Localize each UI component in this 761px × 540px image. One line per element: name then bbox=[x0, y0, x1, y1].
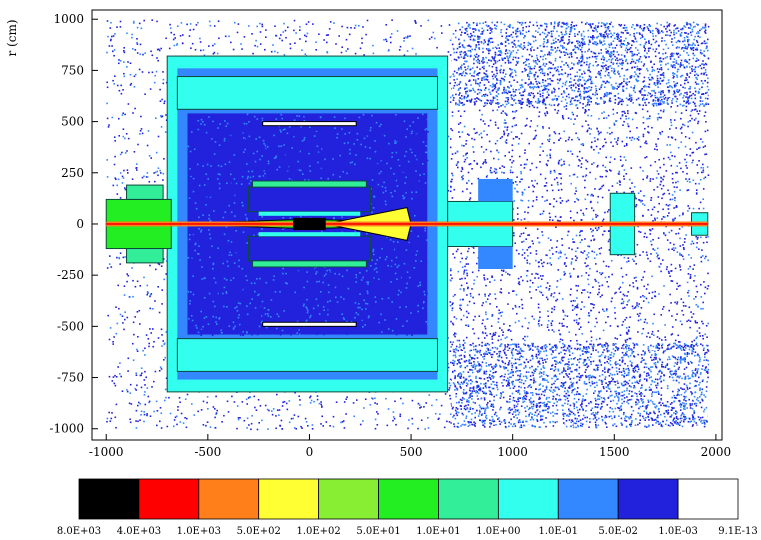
y-tick-label: 750 bbox=[61, 63, 84, 77]
forward-shield-upper bbox=[447, 200, 514, 225]
y-tick-label: 250 bbox=[61, 166, 84, 180]
colorbar-swatch bbox=[557, 478, 619, 520]
y-tick-label: -500 bbox=[57, 319, 84, 333]
x-axis-ticks: -1000 -500 0 500 1000 1500 2000 bbox=[89, 434, 731, 459]
y-axis-label: r (cm) bbox=[5, 19, 19, 56]
colorbar-swatch bbox=[378, 478, 439, 520]
solenoid-barrel-lower bbox=[247, 235, 371, 262]
colorbar-label: 5.0E-02 bbox=[598, 526, 638, 537]
plot-area bbox=[105, 19, 710, 431]
forward-band-speckle-upper bbox=[451, 21, 710, 107]
y-tick-label: 500 bbox=[61, 115, 84, 129]
colorbar-label: 8.0E+03 bbox=[57, 526, 101, 537]
endcap-block-outer-upper bbox=[126, 184, 164, 200]
solenoid-barrel-upper bbox=[247, 186, 371, 213]
y-tick-label: -250 bbox=[57, 268, 84, 282]
forward-disk-lower bbox=[609, 223, 636, 256]
colorbar-swatch bbox=[138, 478, 200, 520]
forward-band-lower bbox=[451, 350, 708, 425]
colorbar bbox=[78, 478, 739, 520]
x-tick-label: -1000 bbox=[89, 445, 124, 459]
colorbar-label: 5.0E+01 bbox=[356, 526, 400, 537]
x-tick-label: 1500 bbox=[599, 445, 630, 459]
yoke-return-band-upper bbox=[176, 76, 438, 110]
plot-frame bbox=[91, 9, 723, 441]
yoke-return-band-lower bbox=[176, 338, 438, 372]
colorbar-label: 1.0E+01 bbox=[416, 526, 460, 537]
beam-core bbox=[106, 223, 708, 225]
y-tick-label: 0 bbox=[76, 217, 84, 231]
y-tick-label: 1000 bbox=[53, 12, 84, 26]
upper-muon-strip-upper bbox=[262, 121, 357, 127]
colorbar-swatch bbox=[617, 478, 679, 520]
x-tick-label: 0 bbox=[306, 445, 314, 459]
y-tick-label: -1000 bbox=[49, 422, 84, 436]
colorbar-swatch bbox=[78, 478, 140, 520]
colorbar-swatch bbox=[318, 478, 379, 520]
x-tick-label: 1000 bbox=[497, 445, 528, 459]
colorbar-label: 4.0E+03 bbox=[117, 526, 161, 537]
colorbar-label: 5.0E+02 bbox=[237, 526, 281, 537]
forward-shield-2-lower bbox=[478, 246, 513, 270]
x-tick-label: 500 bbox=[400, 445, 423, 459]
colorbar-label: 1.0E+00 bbox=[476, 526, 520, 537]
forward-disk-upper bbox=[609, 192, 636, 225]
endcap-block-outer-lower bbox=[126, 248, 164, 264]
interaction-point bbox=[293, 217, 326, 231]
colorbar-labels: 8.0E+03 4.0E+03 1.0E+03 5.0E+02 1.0E+02 5.0E+… bbox=[57, 526, 758, 537]
colorbar-swatch bbox=[198, 478, 260, 520]
forward-shield-2-upper bbox=[478, 178, 513, 202]
colorbar-swatch bbox=[438, 478, 499, 520]
y-axis-ticks: 1000 750 500 250 0 -250 -500 -750 -1000 bbox=[49, 12, 98, 436]
x-tick-label: -500 bbox=[194, 445, 221, 459]
y-tick-label: -750 bbox=[57, 371, 84, 385]
colorbar-swatch bbox=[258, 478, 320, 520]
colorbar-label: 1.0E-03 bbox=[658, 526, 698, 537]
upper-muon-strip-lower bbox=[262, 321, 357, 327]
endcap-block-lower bbox=[105, 223, 172, 250]
colorbar-label: 1.0E+02 bbox=[296, 526, 340, 537]
colorbar-label: 1.0E+03 bbox=[177, 526, 221, 537]
x-tick-label: 2000 bbox=[701, 445, 732, 459]
solenoid-rim-upper bbox=[252, 180, 367, 188]
endcap-block-upper bbox=[105, 198, 172, 225]
colorbar-swatch bbox=[497, 478, 559, 520]
colorbar-label: 9.1E-13 bbox=[718, 526, 758, 537]
forward-band-speckle-lower bbox=[451, 342, 710, 429]
inner-tracker-lower bbox=[258, 232, 361, 237]
inner-tracker-upper bbox=[258, 211, 361, 216]
colorbar-swatch bbox=[677, 478, 739, 520]
solenoid-rim-lower bbox=[252, 260, 367, 268]
colorbar-label: 1.0E-01 bbox=[539, 526, 579, 537]
forward-shield-lower bbox=[447, 223, 514, 248]
